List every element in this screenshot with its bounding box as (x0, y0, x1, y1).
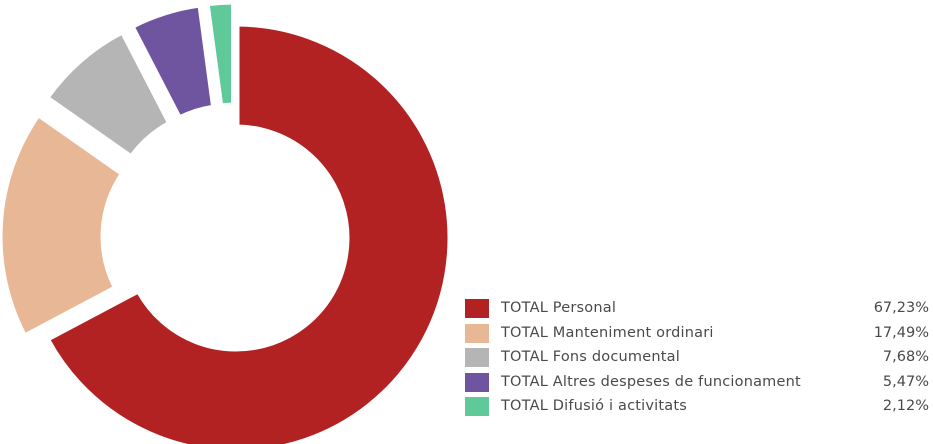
legend-item: TOTAL Personal 67,23% (465, 297, 933, 322)
legend-value: 67,23% (873, 300, 929, 316)
legend-label: TOTAL Fons documental (501, 349, 680, 365)
legend-label: TOTAL Altres despeses de funcionament (501, 373, 801, 390)
slice-total-personal (46, 23, 451, 444)
legend-swatch (465, 323, 489, 343)
legend-item: TOTAL Difusió i activitats 2,12% (465, 395, 933, 420)
donut-slices (0, 1, 451, 444)
legend-label: TOTAL Manteniment ordinari (501, 324, 714, 341)
legend-item: TOTAL Altres despeses de funcionament 5,4… (465, 371, 933, 396)
slice-total-fons-documental (46, 31, 171, 158)
legend-value: 17,49% (873, 324, 929, 341)
slice-total-difusi-i-activitats (206, 1, 235, 107)
slice-total-manteniment-ordinari (0, 113, 124, 337)
legend-item: TOTAL Manteniment ordinari 17,49% (465, 322, 933, 347)
legend-value: 2,12% (882, 398, 929, 414)
legend-value: 7,68% (882, 349, 929, 365)
legend-swatch (465, 397, 489, 416)
legend-label: TOTAL Difusió i activitats (501, 398, 687, 414)
legend-swatch (465, 299, 489, 318)
legend-swatch (465, 348, 489, 367)
legend-swatch (465, 372, 489, 392)
legend-item: TOTAL Fons documental 7,68% (465, 346, 933, 371)
slice-total-altres-despeses-de-funcionament (131, 4, 215, 119)
legend-label: TOTAL Personal (501, 300, 617, 316)
legend: TOTAL Personal 67,23% TOTAL Manteniment or… (465, 297, 933, 420)
legend-value: 5,47% (882, 373, 929, 390)
